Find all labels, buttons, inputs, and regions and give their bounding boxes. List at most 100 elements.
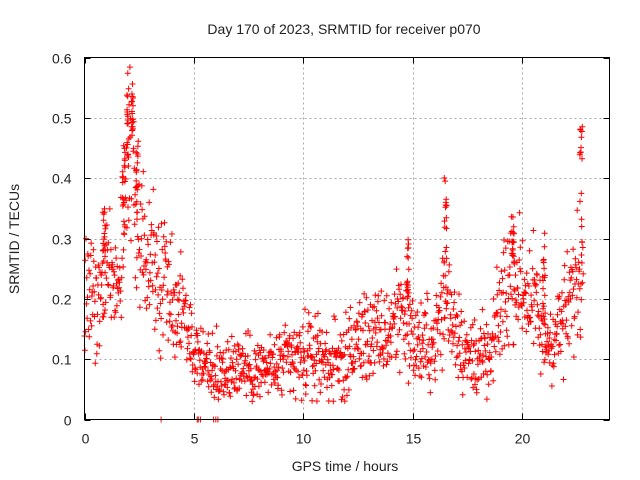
data-point — [204, 340, 211, 347]
data-point — [183, 292, 189, 299]
x-tick-label: 10 — [296, 431, 312, 447]
data-point — [458, 319, 465, 326]
data-point — [245, 328, 252, 334]
data-point — [261, 379, 268, 386]
data-point — [431, 358, 438, 365]
data-point — [323, 329, 330, 336]
data-point — [87, 317, 94, 324]
data-point — [536, 325, 543, 332]
data-point — [358, 362, 365, 369]
data-point — [461, 365, 468, 371]
data-point — [432, 376, 439, 383]
data-point — [300, 367, 307, 374]
data-point — [309, 363, 316, 370]
data-point — [419, 340, 426, 347]
data-point — [394, 295, 401, 302]
data-point — [348, 336, 355, 343]
data-point — [281, 329, 288, 336]
data-point — [494, 291, 501, 298]
data-point — [200, 370, 207, 377]
data-point — [249, 398, 256, 405]
data-point — [164, 291, 171, 298]
data-point — [482, 347, 489, 354]
data-point — [167, 311, 174, 318]
data-point — [501, 267, 508, 274]
data-point — [575, 309, 581, 316]
data-point — [509, 252, 516, 259]
data-point — [91, 288, 98, 295]
data-point — [208, 376, 215, 382]
data-point — [442, 199, 449, 206]
data-point — [289, 351, 295, 358]
data-point — [225, 377, 231, 384]
data-point — [138, 253, 144, 259]
data-point — [254, 376, 261, 382]
data-point — [312, 367, 319, 374]
data-point — [130, 102, 136, 109]
data-point — [372, 329, 379, 336]
data-point — [283, 359, 290, 366]
data-point — [152, 252, 159, 258]
data-point — [100, 258, 107, 265]
data-point — [541, 292, 548, 299]
data-point — [92, 360, 99, 367]
data-point — [196, 357, 203, 364]
data-point — [113, 302, 120, 309]
data-point — [83, 235, 89, 242]
data-point — [384, 350, 391, 357]
data-point — [502, 308, 509, 315]
data-point — [295, 368, 301, 375]
data-point — [153, 273, 160, 280]
data-point — [443, 244, 450, 251]
data-point — [279, 365, 286, 372]
data-point — [107, 292, 114, 299]
data-point — [521, 314, 528, 320]
data-point — [285, 348, 292, 355]
data-point — [423, 349, 430, 355]
data-point — [418, 300, 424, 306]
data-point — [118, 274, 125, 281]
data-point — [430, 339, 437, 346]
data-point — [354, 319, 361, 326]
data-point — [117, 288, 124, 295]
data-point — [106, 205, 113, 212]
data-point — [124, 120, 131, 127]
data-point — [349, 369, 356, 376]
data-point — [567, 295, 574, 302]
data-point — [145, 241, 152, 248]
data-point — [386, 305, 393, 312]
data-point — [329, 362, 336, 369]
data-point — [496, 279, 503, 286]
data-point — [372, 292, 379, 299]
data-point — [395, 298, 402, 305]
data-point — [232, 367, 239, 374]
data-point — [218, 382, 225, 389]
data-point — [512, 272, 519, 279]
data-point — [580, 270, 587, 277]
data-point — [260, 373, 266, 379]
data-point — [271, 341, 278, 348]
data-point — [408, 354, 414, 361]
data-point — [388, 299, 395, 306]
data-point — [216, 387, 223, 394]
data-point — [441, 224, 448, 231]
data-point — [577, 198, 583, 205]
data-point — [133, 254, 140, 261]
data-point — [541, 316, 548, 323]
data-point — [498, 306, 504, 313]
data-point — [208, 389, 215, 396]
data-point — [346, 315, 353, 322]
data-point — [491, 343, 498, 350]
data-point — [350, 353, 357, 360]
data-point — [147, 251, 154, 258]
data-point — [273, 334, 280, 341]
data-point — [120, 230, 127, 237]
data-point — [341, 398, 348, 405]
data-point — [236, 385, 243, 392]
data-point — [144, 294, 151, 301]
data-point — [378, 288, 385, 295]
data-point — [202, 364, 209, 371]
data-point — [578, 134, 585, 141]
data-point — [134, 209, 141, 216]
data-point — [119, 202, 126, 209]
